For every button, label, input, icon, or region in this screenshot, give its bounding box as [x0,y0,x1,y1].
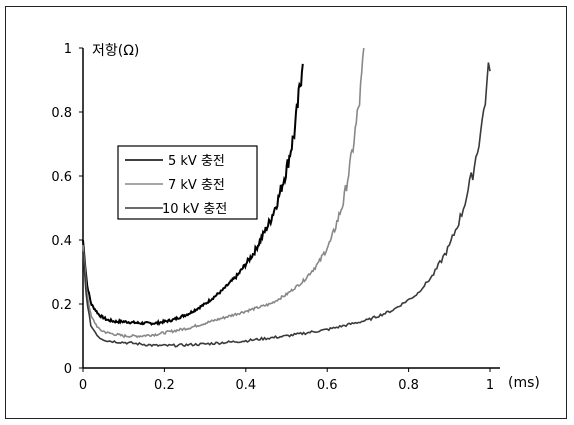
series-line-2 [82,47,365,339]
y-tick-label: 0.4 [51,234,72,249]
y-tick-label: 0 [64,362,72,377]
legend-label-10kv: 10 kV 충전 [162,202,227,217]
legend-box [117,145,258,220]
x-tick-label: 0 [79,378,87,393]
x-tick-label: 0.2 [154,378,175,393]
series-layer [82,47,491,348]
y-tick-label: 1 [64,42,72,57]
x-tick-label: 0.4 [235,378,256,393]
x-axis-title: (ms) [508,375,540,391]
y-tick-label: 0.8 [51,106,72,121]
series-line-1 [82,63,304,326]
x-tick-label: 0.6 [317,378,338,393]
series-line-3 [82,62,491,348]
x-tick-label: 1 [486,378,494,393]
y-tick-label: 0.6 [51,170,72,185]
axes [82,48,500,369]
y-axis-title: 저항(Ω) [92,43,139,59]
legend-label-7kv: 7 kV 충전 [168,178,225,193]
legend-label-5kv: 5 kV 충전 [168,154,225,169]
legend: 5 kV 충전 7 kV 충전 10 kV 충전 [117,145,258,220]
x-tick-label: 0.8 [398,378,419,393]
y-tick-label: 0.2 [51,298,72,313]
chart-frame [5,6,567,419]
x-ticks: 0 0.2 0.4 0.6 0.8 1 [79,368,494,393]
y-ticks: 0 0.2 0.4 0.6 0.8 1 [51,42,83,377]
